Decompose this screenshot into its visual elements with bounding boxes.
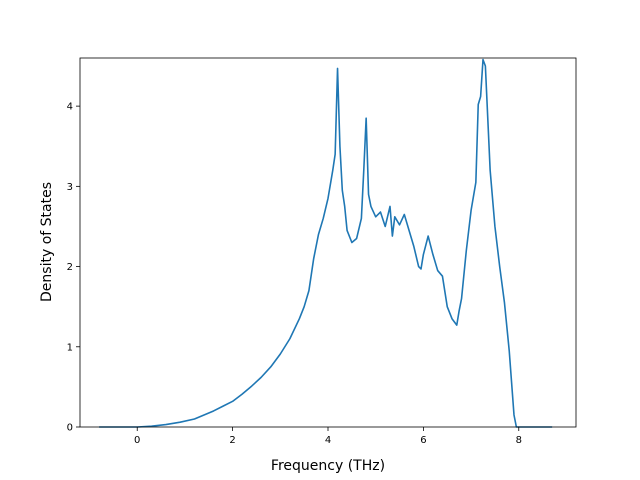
x-tick-label: 2 <box>229 435 235 446</box>
y-tick-label: 3 <box>67 182 73 193</box>
y-tick-label: 4 <box>67 102 73 113</box>
x-tick-label: 6 <box>420 435 426 446</box>
y-axis-ticks: 0 1 2 3 4 <box>67 102 80 434</box>
x-tick-label: 8 <box>516 435 522 446</box>
plot-frame <box>79 57 577 428</box>
y-tick-label: 0 <box>67 423 73 434</box>
y-tick-label: 2 <box>67 262 73 273</box>
series-line-0 <box>99 58 553 428</box>
plot-area <box>99 58 553 428</box>
x-axis-label: Frequency (THz) <box>271 458 385 474</box>
x-tick-label: 0 <box>134 435 140 446</box>
x-tick-label: 4 <box>325 435 331 446</box>
y-axis-label: Density of States <box>39 182 55 302</box>
x-axis-ticks: 0 2 4 6 8 <box>134 427 522 446</box>
y-tick-label: 1 <box>67 342 73 353</box>
